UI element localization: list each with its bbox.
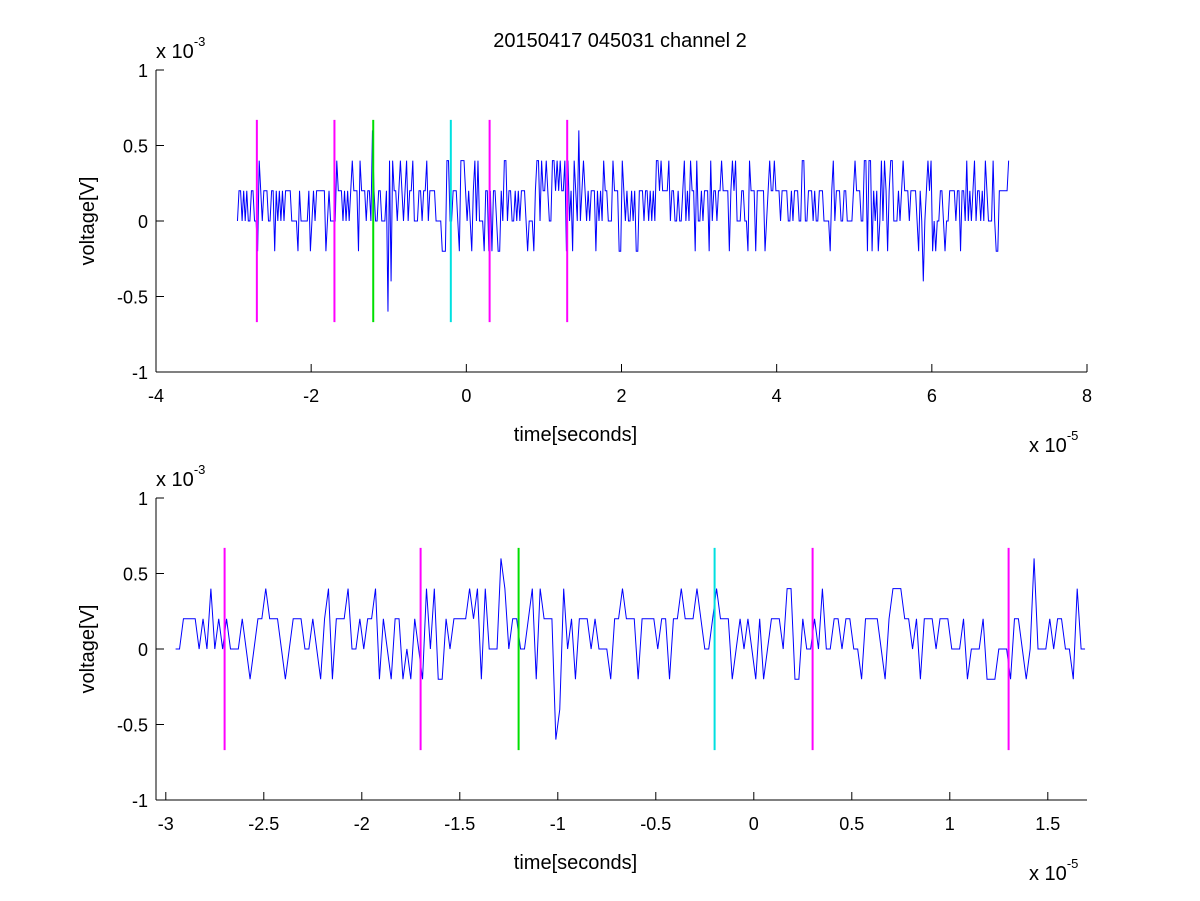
- y-axis-label: voltage[V]: [77, 605, 99, 694]
- x-multiplier-base: x 10: [1029, 863, 1067, 885]
- bottom-subplot: -3 -2.5 -2 -1.5 -1 -0.5 0 0.5 1 1.5 -1 -0.5 0 0.5 1 tim…: [77, 462, 1087, 885]
- y-multiplier-base: x 10: [156, 41, 194, 63]
- x-tick-label: 4: [772, 386, 782, 406]
- y-tick-label: 0.5: [123, 565, 148, 585]
- y-multiplier-exp: -3: [194, 462, 206, 477]
- x-tick-label: -2: [303, 386, 319, 406]
- x-multiplier: x 10-5: [1029, 856, 1078, 885]
- x-tick-label: -2: [354, 814, 370, 834]
- x-tick-label: 1.5: [1035, 814, 1060, 834]
- signal-series-line: [236, 130, 1010, 312]
- y-tick-label: 1: [138, 489, 148, 509]
- x-tick-label: 0: [461, 386, 471, 406]
- x-tick-label: -2.5: [248, 814, 279, 834]
- y-tick-label: -0.5: [117, 716, 148, 736]
- y-multiplier: x 10-3: [156, 34, 205, 63]
- y-multiplier-exp: -3: [194, 34, 206, 49]
- x-tick-label: -0.5: [640, 814, 671, 834]
- x-multiplier-exp: -5: [1067, 428, 1079, 443]
- x-tick-label: 6: [927, 386, 937, 406]
- x-multiplier: x 10-5: [1029, 428, 1078, 457]
- x-tick-label: 1: [945, 814, 955, 834]
- y-axis-label: voltage[V]: [77, 177, 99, 266]
- y-tick-label: -1: [132, 363, 148, 383]
- x-tick-label: 8: [1082, 386, 1092, 406]
- x-tick-label: -4: [148, 386, 164, 406]
- x-tick-label: 0.5: [839, 814, 864, 834]
- x-axis-label: time[seconds]: [514, 424, 637, 446]
- x-tick-label: -3: [158, 814, 174, 834]
- signal-series-line: [175, 558, 1086, 740]
- y-tick-label: -0.5: [117, 288, 148, 308]
- y-tick-label: -1: [132, 791, 148, 811]
- x-multiplier-exp: -5: [1067, 856, 1079, 871]
- y-multiplier-base: x 10: [156, 469, 194, 491]
- chart-title: 20150417 045031 channel 2: [493, 30, 747, 52]
- y-tick-label: 0: [138, 640, 148, 660]
- x-tick-label: 0: [749, 814, 759, 834]
- x-multiplier-base: x 10: [1029, 435, 1067, 457]
- x-tick-label: 2: [616, 386, 626, 406]
- x-axis-label: time[seconds]: [514, 852, 637, 874]
- y-multiplier: x 10-3: [156, 462, 205, 491]
- top-subplot: -4 -2 0 2 4 6 8 -1 -0.5 0 0.5 1 time[seconds] voltage…: [77, 30, 1092, 457]
- y-tick-label: 0.5: [123, 137, 148, 157]
- y-tick-label: 1: [138, 61, 148, 81]
- y-tick-label: 0: [138, 212, 148, 232]
- x-tick-label: -1.5: [444, 814, 475, 834]
- x-tick-label: -1: [550, 814, 566, 834]
